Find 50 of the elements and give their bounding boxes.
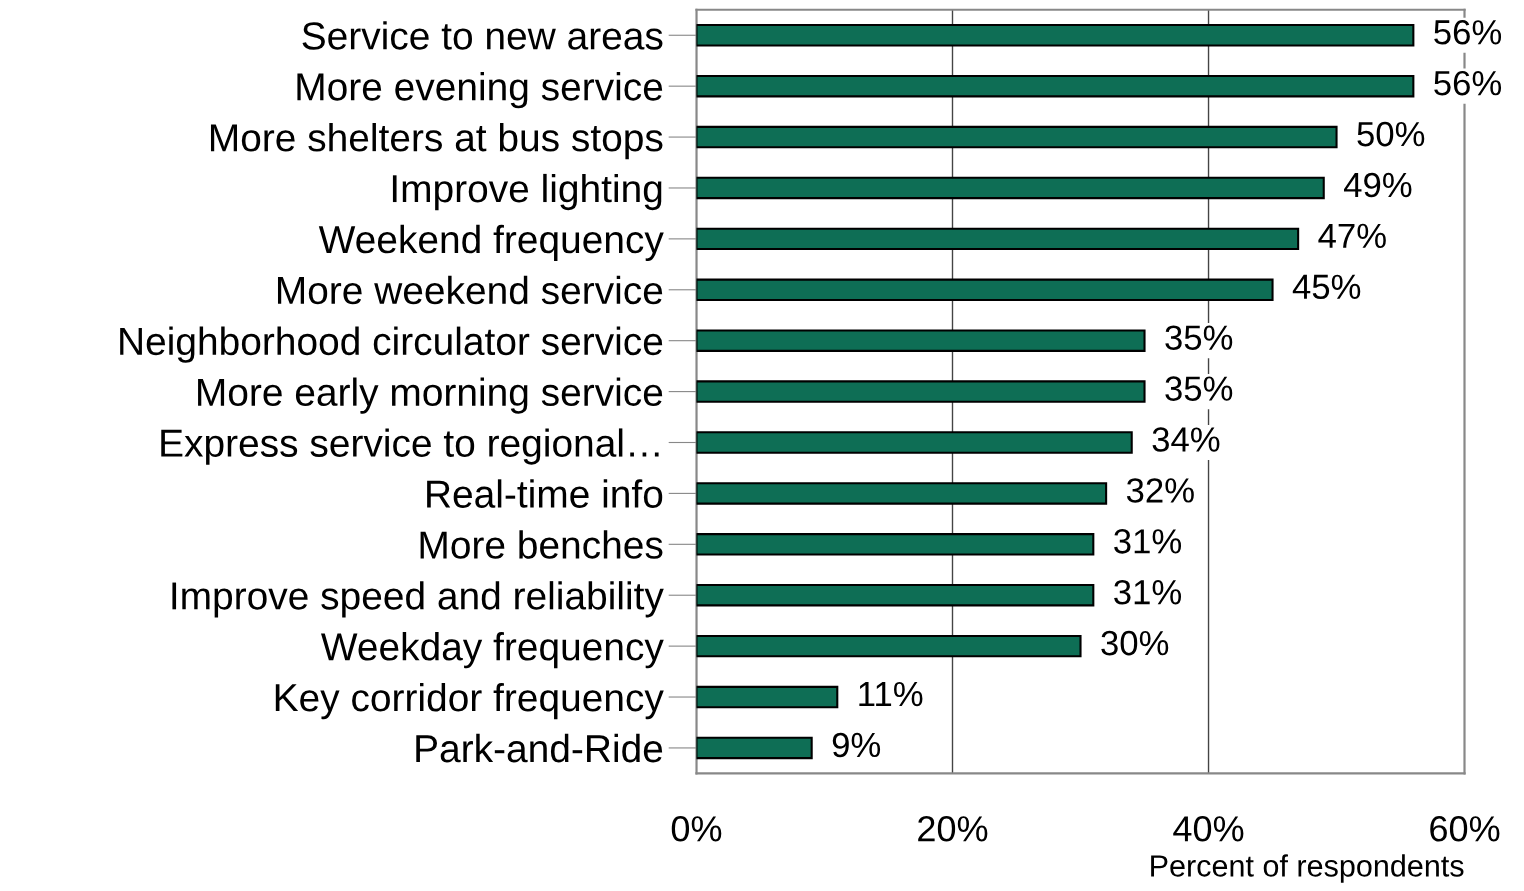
y-tick-label: Improve lighting [392,173,662,211]
bar [696,634,1082,658]
y-tick-label: Express service to regional… [161,428,659,465]
bar [696,533,1095,556]
x-tick-label: 20% [918,816,988,842]
data-label: 35% [1165,376,1233,401]
y-tick-label: More evening service [297,72,663,109]
bar [696,24,1415,47]
y-tick-label: Weekday frequency [321,632,664,669]
bar [696,227,1300,251]
bar [696,685,839,709]
data-label: 49% [1343,172,1412,198]
data-label: 32% [1126,478,1194,503]
y-tick-label: Real-time info [427,479,663,508]
y-tick-label: More benches [420,530,663,559]
data-label: 34% [1152,427,1220,452]
data-label: 30% [1101,630,1169,656]
data-label: 35% [1165,325,1233,351]
y-tick-label: Service to new areas [302,21,663,50]
data-label: 45% [1292,274,1361,300]
x-tick-label: 40% [1173,816,1244,842]
bar [696,278,1274,301]
y-tick-label: Key corridor frequency [275,682,664,720]
y-tick-label: Weekend frequency [318,224,664,262]
bar [696,380,1146,403]
data-label: 50% [1357,121,1425,147]
data-label: 11% [859,681,923,707]
bar [696,176,1325,200]
bar [696,125,1338,149]
y-tick-label: Improve speed and reliability [172,581,664,618]
x-axis-title: Percent of respondents [1151,854,1464,883]
y-tick-label: Park-and-Ride [416,733,663,763]
y-tick-label: More early morning service [198,377,663,414]
data-label: 31% [1114,529,1182,554]
bar [696,482,1108,505]
y-tick-label: Neighborhood circulator service [120,326,663,363]
bar [696,736,813,760]
data-label: 56% [1434,70,1502,96]
bar [696,74,1415,98]
data-label: 31% [1114,579,1182,605]
data-label: 56% [1434,19,1502,45]
y-tick-label: More shelters at bus stops [210,122,663,160]
bar [696,584,1095,607]
x-tick-label: 0% [671,816,722,842]
bar [696,431,1133,454]
data-label: 9% [832,732,881,758]
data-label: 47% [1318,223,1386,249]
x-tick-label: 60% [1430,816,1500,842]
bar [696,329,1146,352]
y-tick-label: More weekend service [277,275,663,305]
